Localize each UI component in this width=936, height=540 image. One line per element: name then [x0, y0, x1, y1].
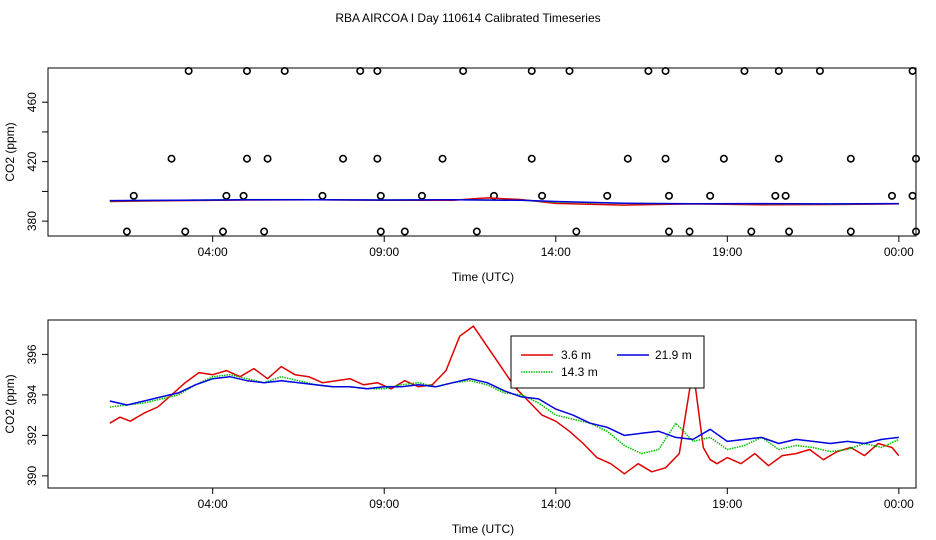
data-point-circle	[527, 154, 536, 163]
data-point-circle	[747, 227, 756, 236]
top-x-axis: 04:00 09:00 14:00 19:00 00:00	[198, 236, 914, 259]
data-point-circle	[218, 227, 227, 236]
bot-x-tick-label: 19:00	[712, 497, 742, 511]
data-point-circle	[908, 191, 917, 200]
top-y-axis: 380 420 460	[25, 92, 48, 231]
data-point-circle	[785, 227, 794, 236]
bot-x-tick-label: 00:00	[884, 497, 914, 511]
legend-label-14-3m: 14.3 m	[561, 365, 598, 379]
bot-series-line-14-3-m	[109, 373, 900, 455]
data-point-circle	[400, 227, 409, 236]
bot-x-tick-label: 09:00	[369, 497, 399, 511]
top-y-axis-label: CO2 (ppm)	[3, 122, 17, 181]
bot-y-tick-label: 390	[25, 466, 39, 486]
data-point-circle	[781, 191, 790, 200]
legend-label-3-6m: 3.6 m	[561, 348, 591, 362]
data-point-circle	[774, 66, 783, 75]
bot-y-tick-label: 394	[25, 385, 39, 405]
data-point-circle	[706, 191, 715, 200]
data-point-circle	[376, 227, 385, 236]
bottom-y-axis-label: CO2 (ppm)	[3, 374, 17, 433]
figure-title: RBA AIRCOA I Day 110614 Calibrated Times…	[335, 11, 600, 25]
bot-x-tick-label: 14:00	[541, 497, 571, 511]
top-x-tick-label: 09:00	[369, 245, 399, 259]
data-point-circle	[661, 154, 670, 163]
data-point-circle	[664, 227, 673, 236]
data-point-circle	[815, 66, 824, 75]
data-point-circle	[908, 66, 917, 75]
legend-label-21-9m: 21.9 m	[655, 348, 692, 362]
bot-y-tick-label: 392	[25, 425, 39, 445]
data-point-circle	[376, 191, 385, 200]
data-point-circle	[911, 227, 920, 236]
data-point-circle	[644, 66, 653, 75]
data-point-circle	[373, 66, 382, 75]
data-point-circle	[846, 227, 855, 236]
top-y-tick-label: 460	[25, 92, 39, 112]
data-point-circle	[661, 66, 670, 75]
data-point-circle	[184, 66, 193, 75]
data-point-circle	[222, 191, 231, 200]
data-point-circle	[417, 191, 426, 200]
bot-y-tick-label: 396	[25, 344, 39, 364]
top-scatter-points	[122, 66, 920, 236]
top-y-tick-label: 380	[25, 211, 39, 231]
bottom-y-axis: 390 392 394 396	[25, 344, 48, 486]
bottom-x-axis-label: Time (UTC)	[452, 522, 514, 536]
data-point-circle	[740, 66, 749, 75]
data-point-circle	[472, 227, 481, 236]
data-point-circle	[572, 227, 581, 236]
legend-box	[510, 335, 705, 389]
data-point-circle	[263, 154, 272, 163]
top-series-line-21-9-m	[109, 198, 899, 205]
data-point-circle	[771, 191, 780, 200]
top-x-tick-label: 14:00	[541, 245, 571, 259]
bot-series-line-3-6-m	[109, 325, 900, 475]
data-point-circle	[887, 191, 896, 200]
data-point-circle	[260, 227, 269, 236]
top-plot-frame	[47, 67, 917, 237]
data-point-circle	[664, 191, 673, 200]
data-point-circle	[356, 66, 365, 75]
legend: 3.6 m 21.9 m 14.3 m	[510, 335, 705, 389]
data-point-circle	[685, 227, 694, 236]
top-y-tick-label: 420	[25, 151, 39, 171]
data-point-circle	[623, 154, 632, 163]
data-point-circle	[911, 154, 920, 163]
data-point-circle	[527, 66, 536, 75]
data-point-circle	[774, 154, 783, 163]
top-x-tick-label: 04:00	[198, 245, 228, 259]
data-point-circle	[719, 154, 728, 163]
top-panel: 380 420 460 04:00 09:00 14:00 19:00 00:00 Time…	[3, 66, 920, 284]
data-point-circle	[490, 191, 499, 200]
data-point-circle	[565, 66, 574, 75]
data-point-circle	[538, 191, 547, 200]
data-point-circle	[129, 191, 138, 200]
bot-series-line-21-9-m	[109, 375, 899, 445]
top-x-tick-label: 19:00	[712, 245, 742, 259]
data-point-circle	[167, 154, 176, 163]
data-point-circle	[280, 66, 289, 75]
data-point-circle	[239, 191, 248, 200]
data-point-circle	[242, 66, 251, 75]
data-point-circle	[603, 191, 612, 200]
data-point-circle	[373, 154, 382, 163]
bottom-panel: 390 392 394 396 04:00 09:00 14:00 19:00 00:00 T…	[3, 319, 917, 536]
top-x-tick-label: 00:00	[884, 245, 914, 259]
data-point-circle	[438, 154, 447, 163]
bottom-series-lines	[109, 325, 900, 475]
data-point-circle	[318, 191, 327, 200]
bottom-plot-frame	[47, 319, 917, 489]
top-series-lines	[109, 197, 899, 206]
data-point-circle	[846, 154, 855, 163]
top-x-axis-label: Time (UTC)	[452, 270, 514, 284]
data-point-circle	[242, 154, 251, 163]
data-point-circle	[122, 227, 131, 236]
bot-x-tick-label: 04:00	[198, 497, 228, 511]
data-point-circle	[459, 66, 468, 75]
data-point-circle	[339, 154, 348, 163]
bottom-x-axis: 04:00 09:00 14:00 19:00 00:00	[198, 488, 914, 511]
data-point-circle	[181, 227, 190, 236]
